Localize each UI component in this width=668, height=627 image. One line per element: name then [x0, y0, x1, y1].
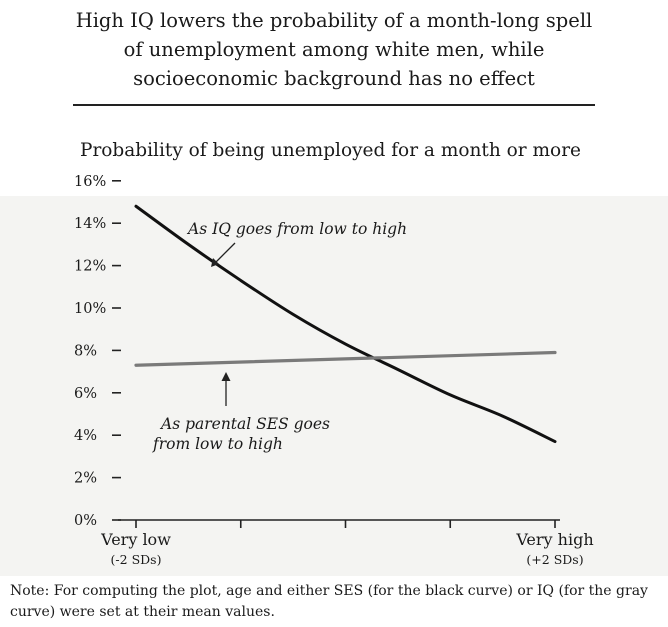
annotation-iq: As IQ goes from low to high: [186, 220, 407, 238]
title-line-3: socioeconomic background has no effect: [133, 67, 535, 90]
ses-series-line: [134, 350, 557, 367]
x-tick-label-0-line2: (-2 SDs): [111, 552, 162, 567]
y-tick-label-12: 12%: [74, 259, 106, 275]
iq-series-line: [134, 204, 557, 444]
series-group: [134, 204, 557, 444]
title-divider: [73, 104, 595, 106]
chart-title: High IQ lowers the probability of a mont…: [0, 6, 668, 93]
y-tick-label-4: 4%: [74, 428, 97, 444]
annotation-ses-line-2: from low to high: [152, 435, 283, 453]
annotation-iq-arrowhead: [211, 258, 219, 267]
x-tick-label-1-line2: (+2 SDs): [526, 552, 583, 567]
y-tick-label-10: 10%: [74, 301, 106, 317]
footnote: Note: For computing the plot, age and ei…: [10, 583, 648, 620]
y-tick-label-0: 0%: [74, 513, 97, 529]
annotation-ses-arrowhead: [221, 372, 231, 381]
chart-subtitle: Probability of being unemployed for a mo…: [80, 140, 581, 161]
title-line-1: High IQ lowers the probability of a mont…: [75, 9, 593, 32]
y-tick-label-16: 16%: [74, 174, 106, 190]
plot-background: [0, 196, 668, 576]
axes: 0% 2% 4% 6% 8% 10% 12% 14% 16% Very low (-2 SDs) Ve…: [74, 174, 594, 567]
annotation-iq-arrow: [213, 242, 236, 265]
y-tick-label-6: 6%: [74, 386, 97, 402]
y-tick-label-8: 8%: [74, 343, 97, 359]
annotations: As IQ goes from low to high As parental S…: [152, 220, 407, 453]
x-tick-label-0-line1: Very low: [100, 530, 171, 549]
y-tick-label-14: 14%: [74, 216, 106, 232]
title-line-2: of unemployment among white men, while: [123, 38, 545, 61]
x-tick-label-1-line1: Very high: [515, 530, 593, 549]
y-tick-label-2: 2%: [74, 471, 97, 487]
annotation-ses-line-1: As parental SES goes: [159, 415, 330, 433]
